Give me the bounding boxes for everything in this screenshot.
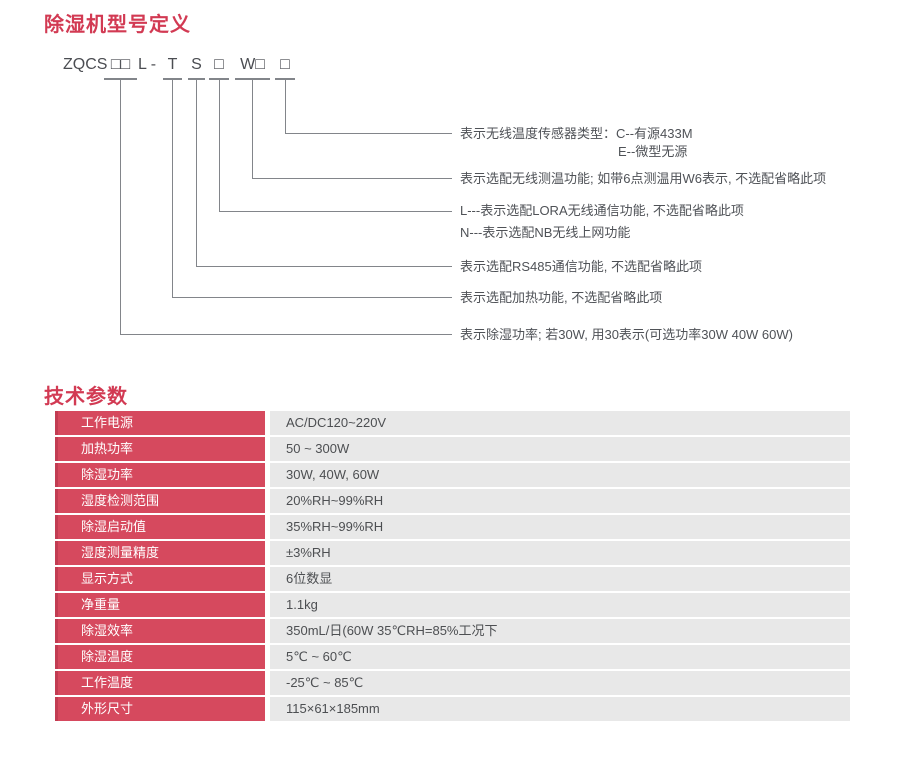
connector-vline-heating: [172, 79, 173, 298]
table-row: 外形尺寸 115×61×185mm: [55, 697, 850, 721]
spec-label: 外形尺寸: [55, 697, 265, 721]
table-row: 显示方式 6位数显: [55, 567, 850, 591]
spec-value: 350mL/日(60W 35℃RH=85%工况下: [270, 619, 850, 643]
model-field-sensor-box: □: [275, 56, 295, 80]
spec-label: 工作电源: [55, 411, 265, 435]
spec-label: 除湿温度: [55, 645, 265, 669]
model-prefix: ZQCS: [63, 56, 108, 73]
annotation-rs485: 表示选配RS485通信功能, 不选配省略此项: [460, 259, 702, 274]
table-row: 加热功率 50 ~ 300W: [55, 437, 850, 461]
section-title-model-definition: 除湿机型号定义: [44, 14, 191, 36]
spec-value: 50 ~ 300W: [270, 437, 850, 461]
spec-value: 20%RH~99%RH: [270, 489, 850, 513]
spec-value: 30W, 40W, 60W: [270, 463, 850, 487]
spec-value: AC/DC120~220V: [270, 411, 850, 435]
model-field-comm-box: □: [209, 56, 229, 80]
model-field-wireless: W□: [235, 56, 270, 80]
connector-hline-sensor: [285, 133, 452, 134]
connector-hline-comm: [219, 211, 452, 212]
table-row: 湿度检测范围 20%RH~99%RH: [55, 489, 850, 513]
annotation-wireless-temp: 表示选配无线测温功能; 如带6点测温用W6表示, 不选配省略此项: [460, 171, 827, 186]
spec-label: 加热功率: [55, 437, 265, 461]
annotation-power: 表示除湿功率; 若30W, 用30表示(可选功率30W 40W 60W): [460, 327, 793, 342]
spec-value: -25℃ ~ 85℃: [270, 671, 850, 695]
connector-vline-sensor: [285, 79, 286, 134]
spec-label: 显示方式: [55, 567, 265, 591]
spec-label: 湿度测量精度: [55, 541, 265, 565]
spec-value: 5℃ ~ 60℃: [270, 645, 850, 669]
spec-label: 净重量: [55, 593, 265, 617]
connector-hline-wireless: [252, 178, 452, 179]
table-row: 除湿温度 5℃ ~ 60℃: [55, 645, 850, 669]
section-title-tech-specs: 技术参数: [44, 386, 128, 408]
table-row: 工作温度 -25℃ ~ 85℃: [55, 671, 850, 695]
table-row: 净重量 1.1kg: [55, 593, 850, 617]
annotation-nb: N---表示选配NB无线上网功能: [460, 225, 631, 240]
spec-label: 湿度检测范围: [55, 489, 265, 513]
model-field-rs485: S: [188, 56, 205, 80]
model-field-power-boxes: □□: [104, 56, 137, 80]
spec-table: 工作电源 AC/DC120~220V 加热功率 50 ~ 300W 除湿功率 3…: [55, 411, 850, 723]
connector-vline-power: [120, 79, 121, 335]
connector-vline-rs485: [196, 79, 197, 267]
connector-hline-rs485: [196, 266, 452, 267]
spec-value: 1.1kg: [270, 593, 850, 617]
table-row: 除湿启动值 35%RH~99%RH: [55, 515, 850, 539]
table-row: 湿度测量精度 ±3%RH: [55, 541, 850, 565]
spec-label: 除湿功率: [55, 463, 265, 487]
annotation-sensor-type: 表示无线温度传感器类型：C--有源433M: [460, 126, 693, 141]
annotation-heating: 表示选配加热功能, 不选配省略此项: [460, 290, 663, 305]
spec-label: 除湿启动值: [55, 515, 265, 539]
connector-vline-wireless: [252, 79, 253, 179]
connector-vline-comm: [219, 79, 220, 212]
table-row: 除湿功率 30W, 40W, 60W: [55, 463, 850, 487]
spec-label: 除湿效率: [55, 619, 265, 643]
table-row: 工作电源 AC/DC120~220V: [55, 411, 850, 435]
table-row: 除湿效率 350mL/日(60W 35℃RH=85%工况下: [55, 619, 850, 643]
spec-value: 6位数显: [270, 567, 850, 591]
model-field-heating: T: [163, 56, 182, 80]
spec-value: ±3%RH: [270, 541, 850, 565]
spec-value: 115×61×185mm: [270, 697, 850, 721]
annotation-sensor-type-line2: E--微型无源: [618, 144, 688, 159]
spec-value: 35%RH~99%RH: [270, 515, 850, 539]
connector-hline-heating: [172, 297, 452, 298]
spec-label: 工作温度: [55, 671, 265, 695]
annotation-lora: L---表示选配LORA无线通信功能, 不选配省略此项: [460, 203, 744, 218]
connector-hline-power: [120, 334, 452, 335]
model-separator: L -: [138, 56, 157, 73]
